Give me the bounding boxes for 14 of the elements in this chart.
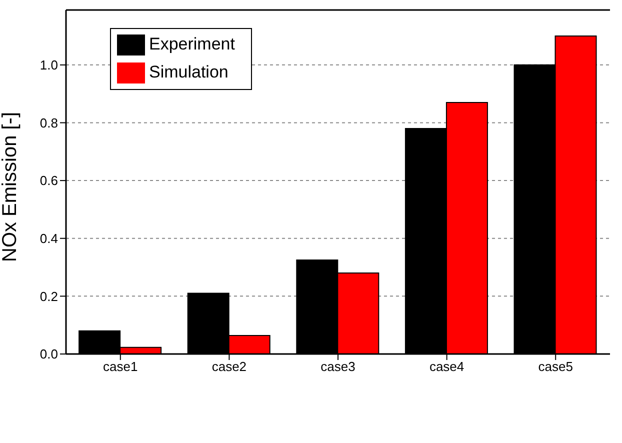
x-tick-label: case1 [103,359,138,374]
x-tick-label: case5 [538,359,573,374]
y-axis-title: NOx Emission [-] [0,112,22,262]
x-tick-label: case3 [320,359,356,374]
legend-label: Experiment [149,34,235,54]
y-tick-label: 0.6 [40,173,58,188]
y-tick-label: 0.0 [40,346,58,362]
y-tick-label: 0.2 [40,288,58,304]
y-tick-label: 1.0 [40,58,58,73]
legend-label: Simulation [149,62,228,82]
y-tick-label: 0.8 [40,115,58,130]
y-tick-label: 0.4 [40,230,58,246]
x-tick-label: case2 [212,359,247,374]
x-tick-label: case4 [429,359,464,374]
